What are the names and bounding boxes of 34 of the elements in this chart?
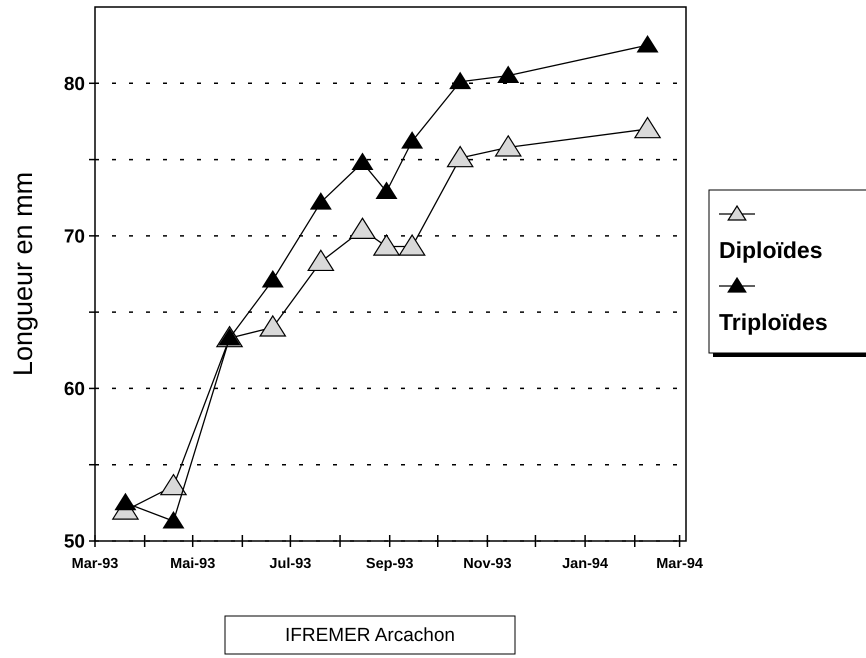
- point: [398, 234, 426, 256]
- point: [376, 182, 397, 199]
- point: [498, 66, 519, 84]
- point: [373, 234, 400, 256]
- point: [160, 474, 187, 496]
- x-tick-label: Sep-93: [366, 556, 414, 572]
- point: [349, 218, 376, 239]
- point: [446, 146, 474, 168]
- point: [308, 250, 334, 272]
- point: [260, 315, 286, 337]
- point: [310, 192, 332, 210]
- point: [114, 493, 136, 510]
- point: [634, 116, 661, 138]
- x-tick-label: Mar-94: [656, 556, 703, 572]
- x-tick-label: Mai-93: [170, 556, 216, 572]
- x-tick-label: Jan-94: [562, 556, 608, 572]
- y-tick-label: 80: [64, 74, 85, 95]
- point: [637, 36, 658, 52]
- legend-label: Diploïdes: [719, 237, 823, 263]
- point: [494, 135, 522, 157]
- text: IFREMER Arcachon: [285, 625, 455, 646]
- y-tick-label: 70: [64, 226, 85, 248]
- y-tick-label: 50: [64, 532, 85, 553]
- x-tick-label: Nov-93: [463, 556, 512, 572]
- point: [162, 512, 184, 529]
- x-tick-label: Jul-93: [269, 556, 312, 572]
- point: [262, 270, 284, 288]
- point: [450, 72, 471, 90]
- y-tick-label: 60: [64, 379, 85, 400]
- y-axis-title: Longueur en mm: [8, 172, 38, 376]
- legend-label: Triploïdes: [719, 309, 828, 335]
- x-tick-label: Mar-93: [72, 556, 118, 572]
- point: [402, 132, 423, 149]
- point: [352, 153, 373, 170]
